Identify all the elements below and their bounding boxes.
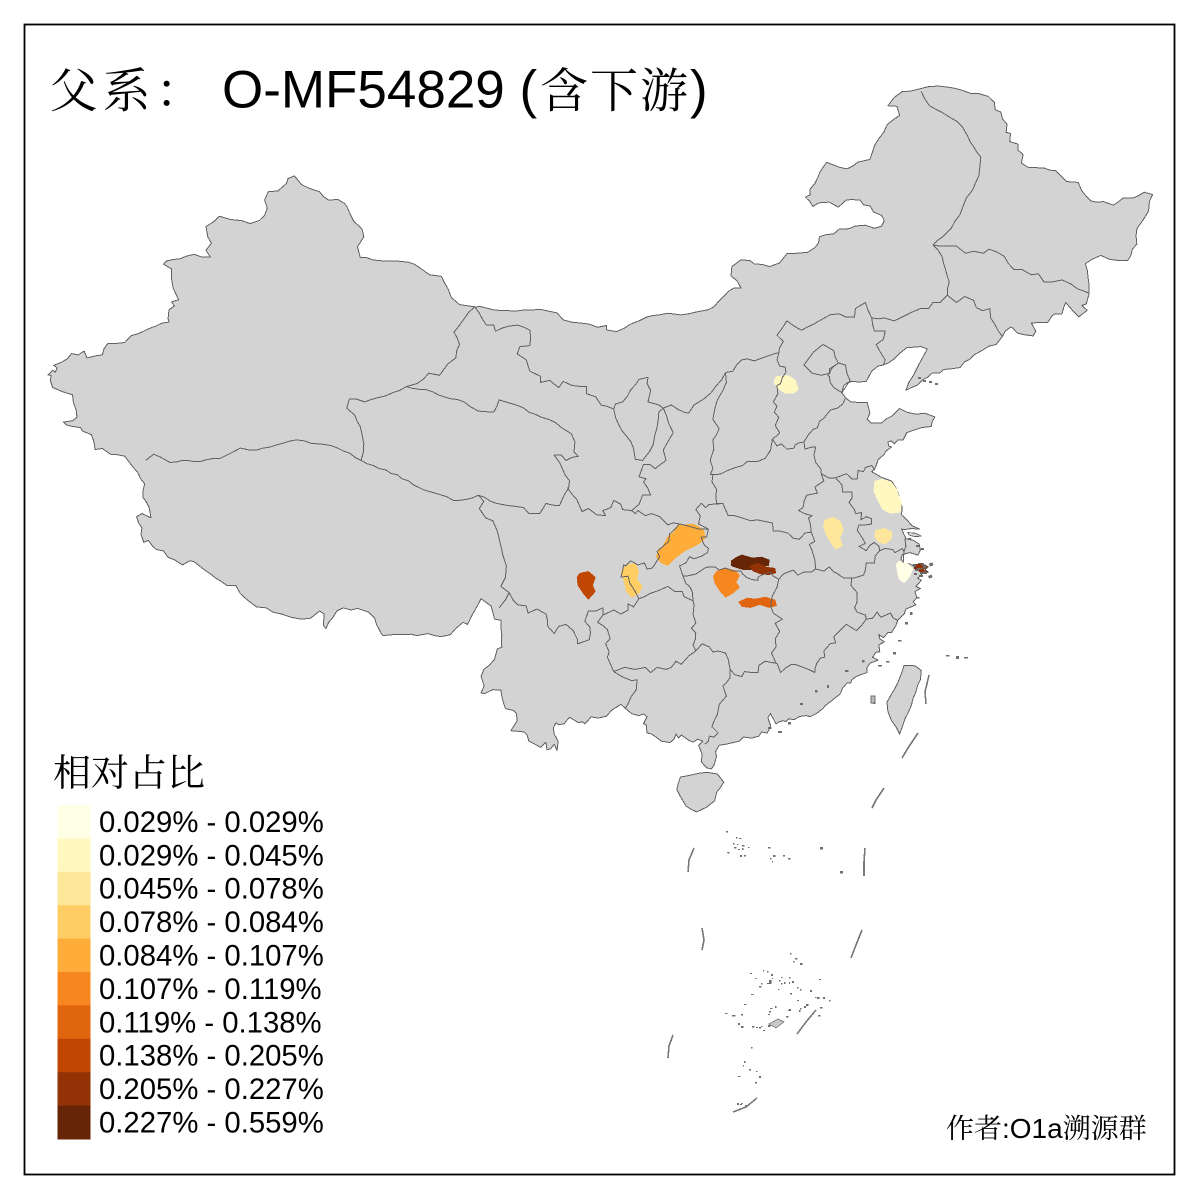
svg-text:): )	[690, 61, 708, 120]
svg-text:O-MF54829 (: O-MF54829 (	[222, 61, 538, 120]
svg-text:0.205% - 0.227%: 0.205% - 0.227%	[99, 1073, 324, 1106]
svg-text:0.084% - 0.107%: 0.084% - 0.107%	[99, 940, 324, 973]
svg-text:0.029% - 0.029%: 0.029% - 0.029%	[99, 806, 324, 839]
svg-text::O1a: :O1a	[1002, 1113, 1063, 1144]
svg-text:0.029% - 0.045%: 0.029% - 0.045%	[99, 839, 324, 872]
svg-text:0.045% - 0.078%: 0.045% - 0.078%	[99, 873, 324, 906]
svg-text:0.227% - 0.559%: 0.227% - 0.559%	[99, 1107, 324, 1140]
svg-text:0.078% - 0.084%: 0.078% - 0.084%	[99, 906, 324, 939]
svg-text:0.119% - 0.138%: 0.119% - 0.138%	[99, 1006, 322, 1039]
svg-text:0.107% - 0.119%: 0.107% - 0.119%	[99, 973, 322, 1006]
svg-text:0.138% - 0.205%: 0.138% - 0.205%	[99, 1040, 324, 1073]
